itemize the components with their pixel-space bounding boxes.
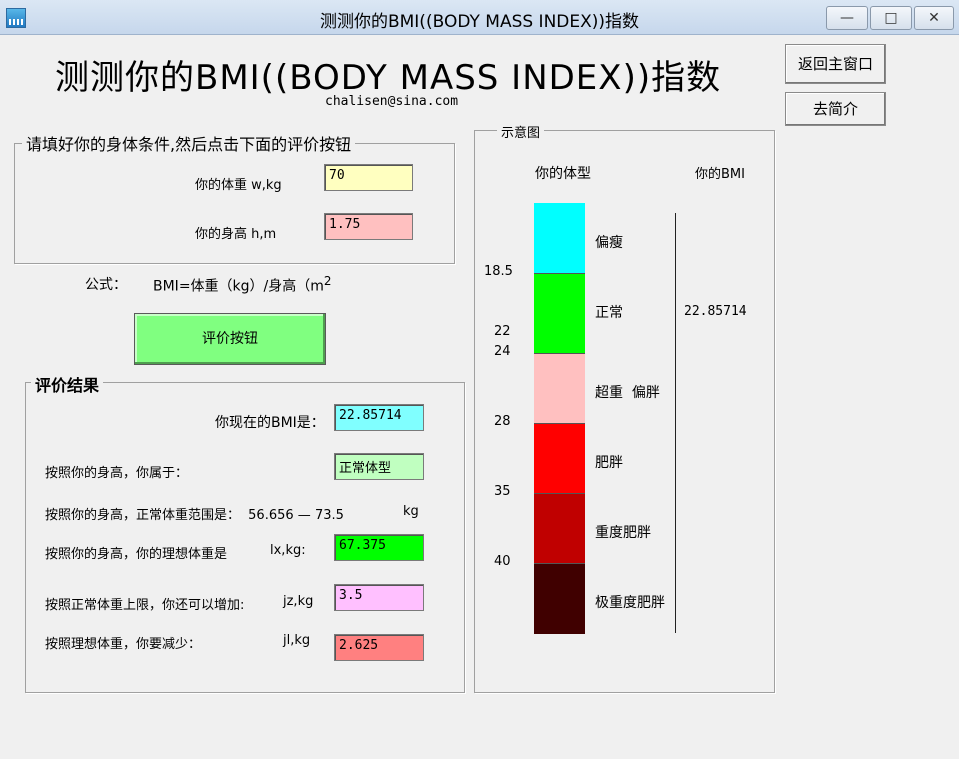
band-label-extreme-obese: 极重度肥胖: [595, 595, 665, 611]
reduce-unit: jl,kg: [283, 633, 311, 648]
band-label-underweight: 偏瘦: [595, 235, 623, 251]
threshold-24: 24: [494, 344, 511, 359]
band-label-obese: 肥胖: [595, 455, 623, 471]
band-extreme-obese: [534, 563, 585, 634]
band-label-severe-obese: 重度肥胖: [595, 525, 651, 541]
normal-range-label: 按照你的身高，正常体重范围是：: [45, 508, 241, 523]
bmi-result-field[interactable]: 22.85714: [334, 404, 424, 431]
diagram-bmi-value: 22.85714: [684, 304, 747, 319]
title-bar: 测测你的BMI((BODY MASS INDEX))指数 — □ ✕: [0, 0, 959, 35]
band-label-overweight: 超重 偏胖: [595, 385, 660, 401]
diagram-group: [474, 130, 775, 693]
category-field[interactable]: 正常体型: [334, 453, 424, 480]
band-severe-obese: [534, 493, 585, 564]
bmi-result-label: 你现在的BMI是：: [215, 415, 325, 431]
can-add-label: 按照正常体重上限，你还可以增加:: [45, 598, 245, 613]
threshold-22: 22: [494, 324, 511, 339]
ideal-weight-field[interactable]: 67.375: [334, 534, 424, 561]
formula-exponent: 2: [323, 274, 332, 288]
input-group-legend: 请填好你的身体条件,然后点击下面的评价按钮: [22, 131, 356, 155]
height-input[interactable]: 1.75: [324, 213, 413, 240]
weight-label: 你的体重 w,kg: [195, 178, 282, 193]
close-icon: ✕: [928, 10, 940, 26]
minimize-button[interactable]: —: [826, 6, 868, 30]
category-label: 按照你的身高，你属于：: [45, 466, 189, 481]
intro-button[interactable]: 去简介: [785, 92, 886, 126]
band-label-normal: 正常: [595, 305, 623, 321]
ideal-weight-label: 按照你的身高，你的理想体重是: [45, 547, 228, 562]
maximize-button[interactable]: □: [870, 6, 912, 30]
maximize-icon: □: [884, 10, 898, 26]
normal-range-row: 按照你的身高，正常体重范围是： 56.656 — 73.5: [45, 504, 344, 523]
reduce-field[interactable]: 2.625: [334, 634, 424, 661]
weight-input[interactable]: 70: [324, 164, 413, 191]
band-normal: [534, 273, 585, 354]
result-group: [25, 382, 465, 693]
normal-range-low: 56.656: [248, 508, 294, 523]
threshold-28: 28: [494, 414, 511, 429]
bmi-header: 你的BMI: [695, 167, 745, 182]
bmi-indicator-line: [675, 213, 676, 633]
diagram-legend: 示意图: [497, 122, 545, 141]
close-button[interactable]: ✕: [914, 6, 954, 30]
app-icon: [6, 8, 26, 28]
height-label: 你的身高 h,m: [195, 227, 277, 242]
reduce-label: 按照理想体重，你要减少：: [45, 637, 202, 652]
can-add-field[interactable]: 3.5: [334, 584, 424, 611]
threshold-18-5: 18.5: [484, 264, 513, 279]
minimize-icon: —: [840, 10, 854, 26]
ideal-weight-unit: lx,kg:: [270, 543, 306, 558]
body-type-header: 你的体型: [535, 166, 591, 182]
result-group-legend: 评价结果: [31, 372, 104, 396]
threshold-40: 40: [494, 554, 511, 569]
can-add-unit: jz,kg: [283, 594, 314, 609]
formula-label: 公式：: [85, 277, 127, 293]
evaluate-button[interactable]: 评价按钮: [134, 313, 326, 365]
input-group: [14, 143, 455, 264]
band-obese: [534, 423, 585, 494]
band-underweight: [534, 203, 585, 273]
page-title: 测测你的BMI((BODY MASS INDEX))指数: [55, 58, 722, 98]
band-overweight: [534, 353, 585, 424]
window-title: 测测你的BMI((BODY MASS INDEX))指数: [319, 12, 640, 32]
back-to-main-button[interactable]: 返回主窗口: [785, 44, 886, 84]
threshold-35: 35: [494, 484, 511, 499]
formula-text: BMI=体重（kg）/身高（m2: [153, 274, 332, 296]
normal-range-unit: kg: [403, 504, 419, 519]
author-email: chalisen@sina.com: [325, 94, 459, 109]
normal-range-high: 73.5: [314, 508, 344, 523]
formula-body: BMI=体重（kg）/身高（m: [153, 278, 324, 295]
normal-range-dash: —: [297, 508, 311, 523]
